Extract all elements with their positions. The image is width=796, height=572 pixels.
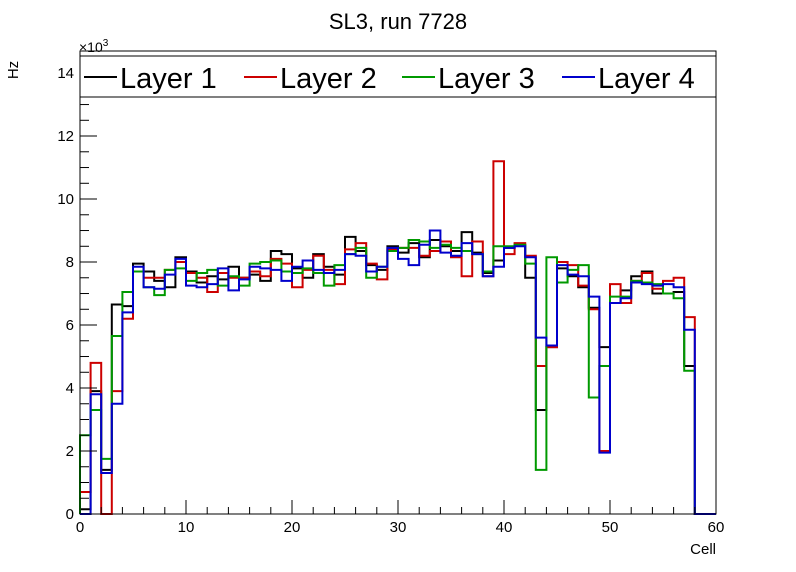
legend-label-layer-1: Layer 1 (120, 63, 217, 95)
x-tick-label: 30 (390, 519, 407, 536)
x-axis-label: Cell (690, 541, 716, 558)
x-tick-label: 60 (708, 519, 725, 536)
legend-label-layer-3: Layer 3 (438, 63, 535, 95)
y-tick-label: 10 (57, 191, 74, 208)
y-tick-label: 12 (57, 128, 74, 145)
y-multiplier-base: ×10 (79, 39, 103, 55)
plot-area (79, 160, 716, 515)
x-tick-label: 20 (284, 519, 301, 536)
legend-label-layer-4: Layer 4 (598, 63, 695, 95)
y-tick-label: 6 (66, 317, 74, 334)
legend: Layer 1 Layer 2 Layer 3 Layer 4 (79, 55, 717, 98)
x-tick-label: 50 (602, 519, 619, 536)
y-tick-label: 8 (66, 254, 74, 271)
y-tick-label: 2 (66, 443, 74, 460)
series-line-layer-4 (80, 229, 716, 515)
legend-label-layer-2: Layer 2 (280, 63, 377, 95)
x-tick-label: 40 (496, 519, 513, 536)
x-tick-label: 10 (178, 519, 195, 536)
y-tick-label: 4 (66, 380, 74, 397)
x-tick-label: 0 (76, 519, 84, 536)
y-axis-label: Hz (5, 61, 22, 79)
y-tick-label: 14 (57, 65, 74, 82)
legend-box (79, 55, 717, 98)
y-multiplier-exponent: 3 (103, 38, 109, 49)
y-tick-label: 0 (66, 506, 74, 523)
chart-title: SL3, run 7728 (329, 9, 467, 34)
axes: 0 10 20 30 40 50 60 0 2 4 6 8 10 12 14 (57, 56, 725, 536)
